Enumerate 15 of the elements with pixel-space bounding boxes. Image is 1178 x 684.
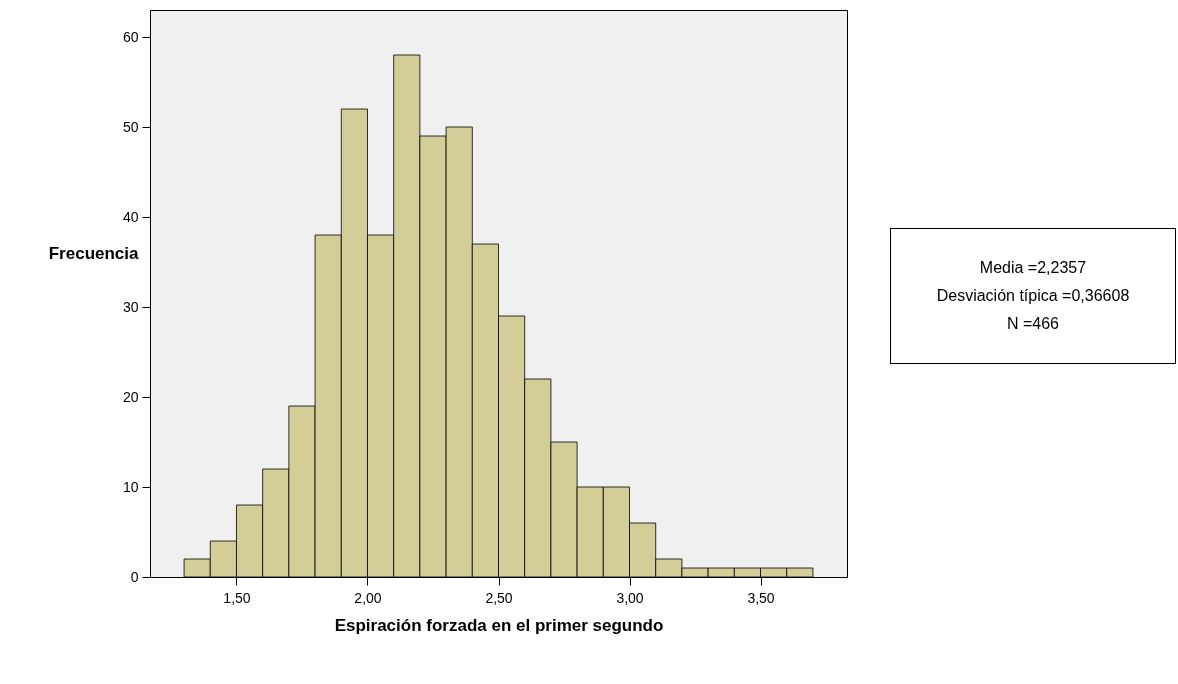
x-tick-label: 2,00 [354,589,382,606]
y-tick-label: 10 [122,478,139,495]
x-axis-title: Espiración forzada en el primer segundo [334,615,664,635]
y-tick-label: 40 [122,208,139,225]
y-tick-label: 0 [130,568,139,585]
x-tick-label: 1,50 [223,589,251,606]
y-tick-label: 50 [122,118,139,135]
y-axis-title: Frecuencia [48,244,140,263]
stats-box: Media =2,2357 Desviación típica =0,36608 N =466 [890,228,1176,364]
x-tick-label: 3,50 [747,589,775,606]
x-tick-label: 2,50 [485,589,513,606]
y-tick-label: 30 [122,298,139,315]
y-tick-label: 20 [122,388,139,405]
y-tick-label: 60 [122,28,139,45]
x-tick-label: 3,00 [616,589,644,606]
